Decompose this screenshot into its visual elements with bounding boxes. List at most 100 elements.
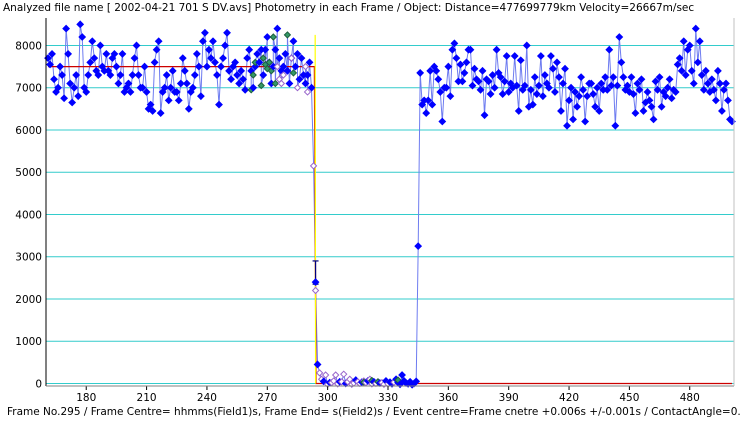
data-point xyxy=(205,45,213,54)
data-point xyxy=(203,62,211,71)
data-point xyxy=(311,278,320,286)
data-point xyxy=(504,88,513,96)
data-point xyxy=(555,73,563,82)
data-point xyxy=(444,62,453,71)
data-point xyxy=(593,83,602,92)
data-point xyxy=(307,83,316,92)
data-point xyxy=(192,50,201,58)
model-fit-line xyxy=(48,65,732,385)
data-point xyxy=(605,45,614,54)
data-point xyxy=(716,79,724,88)
data-point xyxy=(303,71,312,79)
data-point xyxy=(78,33,87,41)
data-point xyxy=(691,24,700,33)
data-point xyxy=(547,52,555,60)
data-point xyxy=(651,77,660,86)
x-tick-label: 270 xyxy=(257,392,277,404)
data-point xyxy=(701,66,710,75)
data-point xyxy=(223,28,231,37)
data-point xyxy=(273,24,282,33)
data-point xyxy=(667,94,676,103)
data-point xyxy=(625,88,634,96)
x-tick-label: 480 xyxy=(680,392,700,404)
data-point xyxy=(283,66,292,75)
data-point xyxy=(575,92,584,101)
data-point-open xyxy=(346,375,354,383)
x-tick-label: 180 xyxy=(76,392,96,404)
data-point xyxy=(611,121,620,130)
y-tick-label: 8000 xyxy=(15,40,42,52)
data-point xyxy=(60,94,69,103)
data-point-open xyxy=(329,377,338,385)
data-point-open xyxy=(321,371,330,379)
data-point xyxy=(557,107,565,115)
data-point-open xyxy=(331,371,340,379)
data-point xyxy=(168,66,177,75)
data-point xyxy=(673,60,682,69)
data-point xyxy=(707,75,716,84)
data-point xyxy=(152,45,161,54)
y-tick-label: 1000 xyxy=(15,336,42,348)
data-point xyxy=(623,81,632,90)
data-point xyxy=(291,62,300,71)
data-point xyxy=(48,50,56,58)
chart-title: Analyzed file name [ 2002-04-21 701 S DV… xyxy=(3,2,695,14)
data-point xyxy=(510,52,519,60)
data-point xyxy=(237,66,246,75)
data-point xyxy=(140,62,149,71)
data-point xyxy=(498,90,507,98)
data-point xyxy=(536,52,545,60)
data-point xyxy=(643,88,652,96)
data-point xyxy=(653,85,662,94)
data-point xyxy=(162,71,171,79)
data-point xyxy=(629,90,638,98)
data-point xyxy=(313,360,322,369)
data-point xyxy=(146,100,155,109)
data-point xyxy=(460,69,469,77)
data-point xyxy=(581,117,590,126)
data-point xyxy=(438,117,447,126)
data-point xyxy=(239,75,248,84)
data-point xyxy=(62,24,71,33)
data-point xyxy=(492,45,501,54)
data-point xyxy=(424,96,433,105)
data-point-green xyxy=(265,58,274,67)
data-point xyxy=(305,58,314,67)
data-point xyxy=(416,69,425,77)
data-point xyxy=(655,73,664,82)
data-point xyxy=(275,54,284,63)
data-point xyxy=(617,58,626,67)
data-point xyxy=(422,109,431,117)
data-point xyxy=(249,83,258,92)
data-point xyxy=(295,75,304,84)
data-point xyxy=(84,71,93,79)
x-tick-label: 240 xyxy=(197,392,217,404)
data-point xyxy=(709,85,718,94)
data-point xyxy=(196,92,205,101)
data-point xyxy=(233,71,242,79)
x-tick-label: 300 xyxy=(318,392,338,404)
data-point xyxy=(88,37,97,46)
x-tick-label: 420 xyxy=(559,392,579,404)
data-point xyxy=(534,81,543,90)
data-point xyxy=(569,115,577,124)
data-point xyxy=(414,242,423,251)
data-point xyxy=(563,121,571,130)
data-point xyxy=(50,75,58,84)
data-point xyxy=(231,58,240,67)
data-point xyxy=(112,62,121,71)
data-point xyxy=(94,71,103,79)
data-point xyxy=(245,45,254,54)
data-point xyxy=(551,88,559,96)
data-point-open xyxy=(279,71,288,79)
data-point xyxy=(699,85,708,94)
data-point xyxy=(126,88,135,96)
data-point xyxy=(446,92,455,101)
data-point-open xyxy=(293,84,302,92)
data-point xyxy=(545,83,553,92)
data-point-green xyxy=(263,64,271,73)
data-point xyxy=(540,71,549,79)
data-point xyxy=(514,107,523,115)
data-point xyxy=(571,88,579,96)
